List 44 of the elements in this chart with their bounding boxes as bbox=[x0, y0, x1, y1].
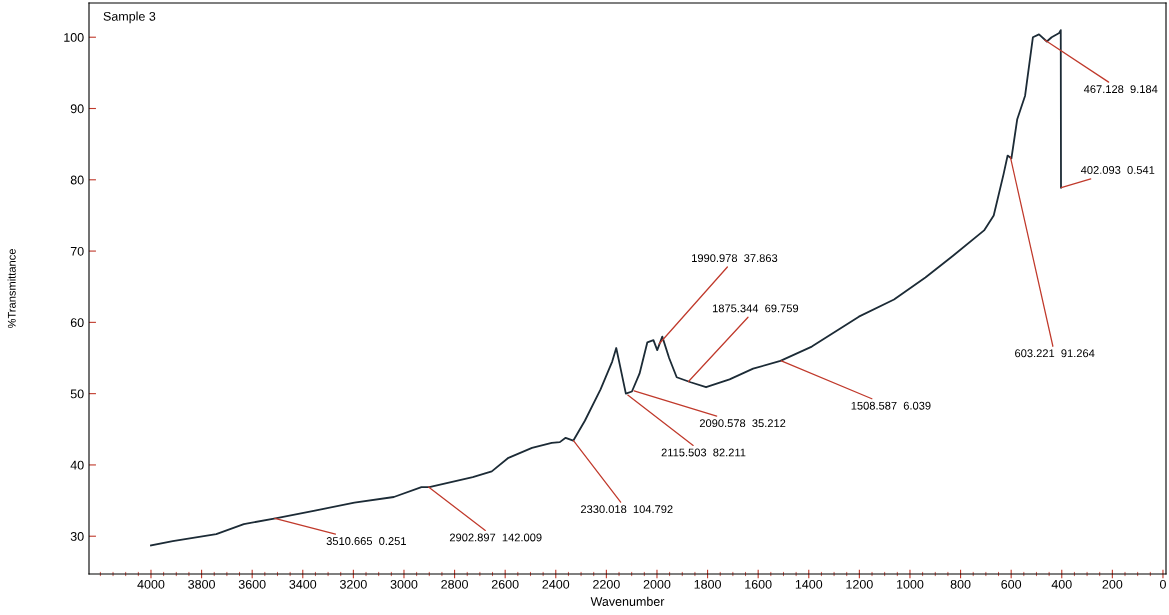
annotation: 402.093 0.541 bbox=[1080, 166, 1155, 174]
annotation: 2330.018 104.792 bbox=[580, 505, 673, 514]
annotation: 2090.578 35.212 bbox=[699, 419, 786, 428]
x-axis-title: Wavenumber bbox=[590, 596, 665, 606]
y-tick-label: 60 bbox=[70, 318, 84, 328]
annotation: 2902.897 142.009 bbox=[449, 533, 542, 542]
x-tick-label: 2200 bbox=[593, 579, 620, 589]
y-tick-label: 70 bbox=[70, 246, 84, 256]
x-tick-label: 800 bbox=[950, 579, 971, 589]
x-tick-label: 1200 bbox=[846, 579, 873, 589]
x-tick-label: 400 bbox=[1051, 579, 1072, 589]
x-tick-label: 1600 bbox=[745, 579, 772, 589]
annotation: 1875.344 69.759 bbox=[712, 304, 799, 313]
x-tick-label: 1400 bbox=[795, 579, 823, 589]
annotation: 3510.665 0.251 bbox=[326, 537, 406, 545]
x-tick-label: 3200 bbox=[339, 579, 367, 589]
x-tick-label: 4000 bbox=[137, 579, 165, 589]
x-tick-label: 3600 bbox=[238, 579, 266, 589]
text: Sample 3 bbox=[103, 11, 156, 24]
y-tick-label: 100 bbox=[64, 33, 84, 42]
x-tick-label: 2400 bbox=[542, 579, 570, 589]
y-axis-title: %Transmittance bbox=[7, 249, 16, 329]
x-tick-label: 2800 bbox=[441, 579, 468, 589]
x-tick-label: 1800 bbox=[694, 579, 721, 589]
x-tick-label: 2600 bbox=[491, 579, 519, 589]
x-tick-label: 3000 bbox=[390, 579, 418, 589]
y-tick-label: 30 bbox=[70, 532, 84, 541]
x-tick-label: 600 bbox=[1001, 579, 1022, 589]
line-series bbox=[150, 29, 1062, 547]
y-tick-label: 50 bbox=[70, 389, 84, 399]
annotation: 1990.978 37.863 bbox=[692, 254, 778, 263]
annotation: 1508.587 6.039 bbox=[851, 401, 931, 410]
annotation: 2115.503 82.211 bbox=[661, 448, 746, 457]
y-tick-label: 40 bbox=[70, 460, 84, 470]
x-tick-label: 2000 bbox=[643, 579, 671, 589]
y-tick-label: 90 bbox=[70, 104, 84, 114]
annotation: 467.128 9.184 bbox=[1083, 85, 1158, 94]
x-tick-label: 0 bbox=[1159, 579, 1166, 589]
x-tick-label: 1000 bbox=[897, 579, 924, 589]
x-tick-label: 3800 bbox=[188, 579, 215, 589]
annotation: 603.221 91.264 bbox=[1015, 349, 1095, 358]
x-tick-label: 200 bbox=[1102, 579, 1123, 589]
y-tick-label: 80 bbox=[70, 175, 84, 185]
x-tick-label: 3400 bbox=[289, 579, 317, 589]
